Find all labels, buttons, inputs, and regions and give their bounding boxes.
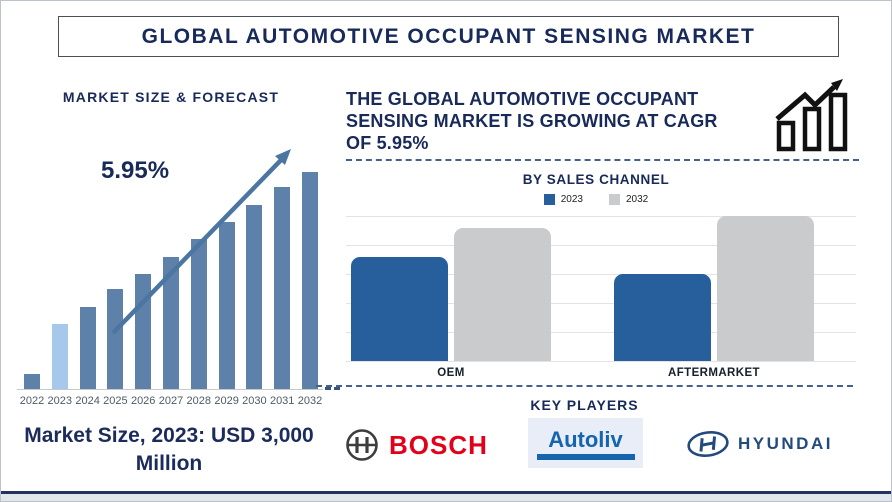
growth-heading: THE GLOBAL AUTOMOTIVE OCCUPANT SENSING M… <box>346 88 776 154</box>
forecast-bar-2032 <box>302 172 318 389</box>
forecast-year-label-2025: 2025 <box>103 395 128 407</box>
gridline <box>346 245 856 246</box>
channel-bar-aftermarket-2023 <box>614 274 711 361</box>
gridline <box>346 303 856 304</box>
growth-heading-line-2: SENSING MARKET IS GROWING AT CAGR <box>346 111 718 131</box>
forecast-bar-2030 <box>246 204 263 389</box>
bottom-margin-strip <box>1 494 891 501</box>
forecast-year-label-2032: 2032 <box>297 395 323 407</box>
sales-channel-title: BY SALES CHANNEL <box>522 172 670 187</box>
gridline <box>346 361 856 362</box>
legend-item-2032: 2032 <box>609 194 648 205</box>
forecast-bar-2028 <box>190 239 207 389</box>
forecast-bar-2026 <box>135 274 152 389</box>
bosch-armature-icon <box>346 429 378 461</box>
hyundai-oval-icon <box>687 430 729 458</box>
bosch-wordmark: BOSCH <box>389 429 488 460</box>
gridline <box>346 274 856 275</box>
key-players-title: KEY PLAYERS <box>530 397 639 413</box>
dashed-divider-top <box>346 159 859 161</box>
sales-channel-bar-chart: OEM AFTERMARKET <box>346 216 856 379</box>
growth-chart-icon <box>775 79 848 152</box>
page-title-box: GLOBAL AUTOMOTIVE OCCUPANT SENSING MARKE… <box>58 16 839 57</box>
forecast-bar-2022 <box>24 373 40 389</box>
growth-heading-line-3: OF 5.95% <box>346 133 429 153</box>
legend-swatch-2023 <box>543 194 555 205</box>
page-title: GLOBAL AUTOMOTIVE OCCUPANT SENSING MARKE… <box>141 24 756 48</box>
forecast-section-title: MARKET SIZE & FORECAST <box>62 89 280 105</box>
forecast-year-label-2023: 2023 <box>47 395 73 407</box>
trend-arrow-icon <box>111 149 291 335</box>
forecast-bar-2024 <box>79 306 96 389</box>
forecast-bar-2029 <box>218 221 235 389</box>
legend-swatch-2032 <box>609 194 620 205</box>
forecast-year-label-2030: 2030 <box>242 395 267 407</box>
forecast-year-label-2028: 2028 <box>186 395 212 407</box>
forecast-year-label-2029: 2029 <box>214 395 239 407</box>
forecast-year-label-2027: 2027 <box>158 395 184 407</box>
channel-category-label-oem: OEM <box>437 367 465 379</box>
forecast-year-labels: 2022 2023 2024 2025 2026 2027 2028 2029 2030 2031… <box>17 395 329 409</box>
hyundai-logo: HYUNDAI <box>686 429 833 459</box>
cagr-value-label: 5.95% <box>101 157 170 184</box>
forecast-bar-2031 <box>274 187 291 389</box>
channel-bar-oem-2032 <box>454 227 551 361</box>
autoliv-underline-bar <box>536 453 635 460</box>
autoliv-logo: Autoliv <box>528 418 643 468</box>
forecast-year-label-2031: 2031 <box>269 395 295 407</box>
gridline <box>346 216 856 217</box>
hyundai-wordmark: HYUNDAI <box>738 434 833 453</box>
forecast-bar-2023 <box>51 323 68 389</box>
channel-bar-oem-2023 <box>351 256 448 361</box>
market-size-note: Market Size, 2023: USD 3,000 Million <box>24 424 314 475</box>
forecast-year-label-2022: 2022 <box>19 395 45 407</box>
forecast-x-axis <box>17 389 323 390</box>
gridline <box>346 332 856 333</box>
autoliv-wordmark: Autoliv <box>548 426 623 452</box>
growth-heading-line-1: THE GLOBAL AUTOMOTIVE OCCUPANT <box>346 89 699 109</box>
legend-item-2023: 2023 <box>543 194 583 205</box>
chart-legend: 2023 2032 <box>331 194 861 205</box>
forecast-year-label-2024: 2024 <box>75 395 100 407</box>
channel-category-label-aftermarket: AFTERMARKET <box>668 367 760 379</box>
forecast-bar-chart <box>17 172 329 389</box>
channel-bar-aftermarket-2032 <box>717 216 814 361</box>
key-players-row: BOSCH Autoliv HYUNDAI <box>331 415 861 475</box>
dashed-divider-bottom <box>316 385 853 387</box>
bottom-accent-rule <box>1 491 891 494</box>
forecast-bar-2027 <box>163 256 179 389</box>
legend-label-2023: 2023 <box>560 194 583 205</box>
legend-label-2032: 2032 <box>626 194 649 205</box>
axis-end-dashes <box>325 387 340 390</box>
bosch-logo: BOSCH <box>344 427 488 463</box>
forecast-bar-2025 <box>107 289 124 389</box>
forecast-year-label-2026: 2026 <box>130 395 156 407</box>
